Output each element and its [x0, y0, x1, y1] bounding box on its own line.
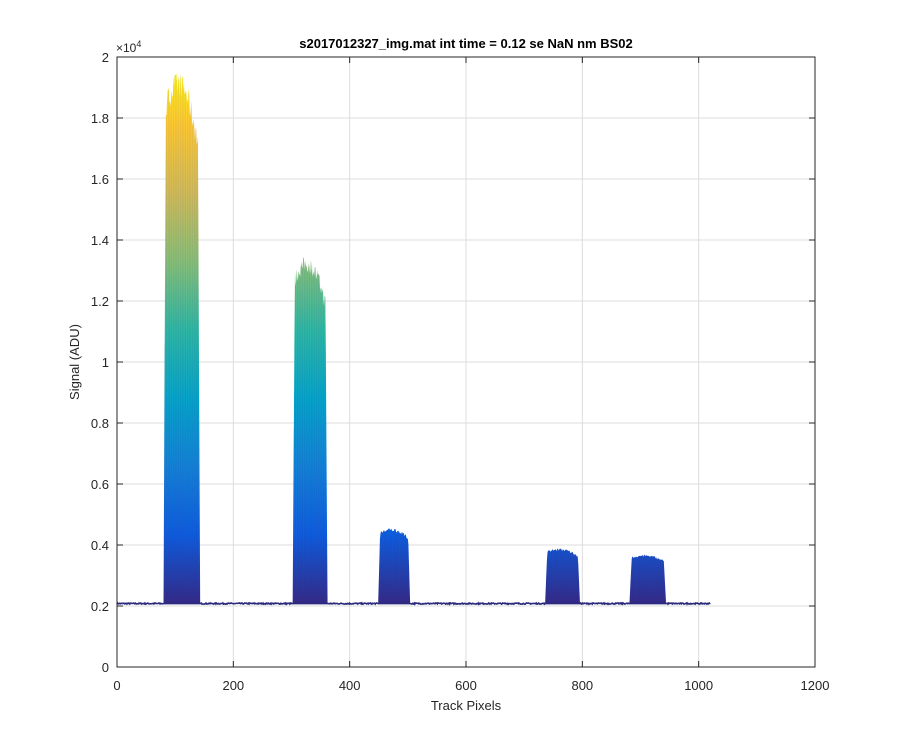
baseline-trace: [117, 601, 711, 606]
y-tick-label: 0.2: [91, 599, 109, 614]
x-tick-label: 1200: [801, 678, 830, 693]
peak-area-4: [544, 548, 581, 605]
y-axis-label: Signal (ADU): [67, 324, 82, 400]
grid: [117, 57, 815, 667]
y-tick-label: 0.6: [91, 477, 109, 492]
ticks: [116, 56, 816, 668]
y-tick-label: 1.4: [91, 233, 109, 248]
y-tick-label: 1.6: [91, 172, 109, 187]
y-tick-label: 0: [102, 660, 109, 675]
data-layer: [117, 72, 711, 606]
x-tick-label: 0: [113, 678, 120, 693]
x-tick-label: 800: [571, 678, 593, 693]
y-tick-labels: 0 0.2 0.4 0.6 0.8 1 1.2 1.4 1.6 1.8 2: [91, 50, 109, 675]
x-tick-label: 600: [455, 678, 477, 693]
y-tick-label: 1.2: [91, 294, 109, 309]
x-tick-label: 200: [222, 678, 244, 693]
x-axis-label: Track Pixels: [431, 698, 502, 713]
chart-title: s2017012327_img.mat int time = 0.12 se N…: [299, 36, 633, 51]
y-tick-label: 0.8: [91, 416, 109, 431]
x-tick-label: 400: [339, 678, 361, 693]
peak-area-3: [377, 528, 411, 604]
x-tick-label: 1000: [684, 678, 713, 693]
y-tick-label: 1: [102, 355, 109, 370]
y-exponent-label: ×104: [116, 39, 141, 55]
peak-area-5: [628, 554, 667, 604]
peak-area-1: [162, 72, 201, 604]
peak-area-2: [292, 257, 329, 604]
x-tick-labels: 0 200 400 600 800 1000 1200: [113, 678, 829, 693]
y-tick-label: 0.4: [91, 538, 109, 553]
y-tick-label: 2: [102, 50, 109, 65]
y-tick-label: 1.8: [91, 111, 109, 126]
